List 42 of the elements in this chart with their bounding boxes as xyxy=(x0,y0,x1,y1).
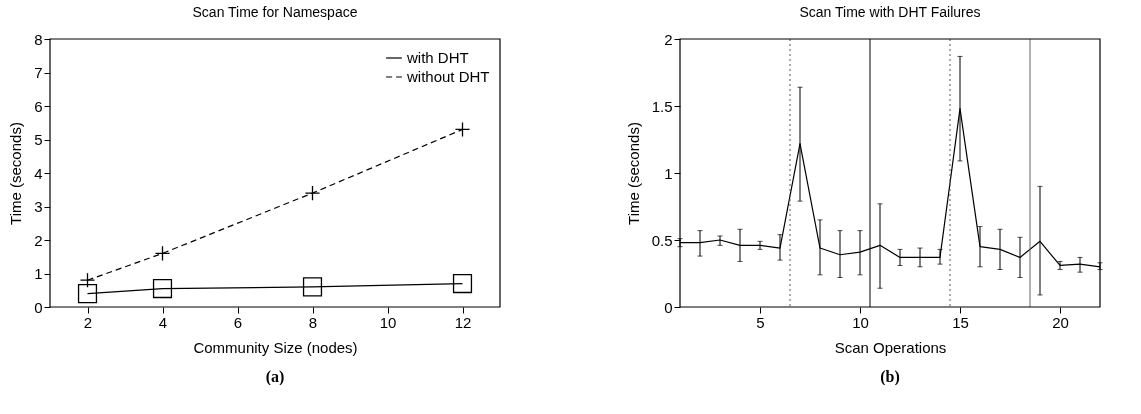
x-tick-label: 6 xyxy=(233,313,243,331)
y-tick-label: 0 xyxy=(34,298,43,316)
point xyxy=(154,245,171,262)
x-axis-title: Scan Operations xyxy=(834,338,947,356)
legend-label: without DHT xyxy=(406,68,490,85)
x-tick-label: 5 xyxy=(756,313,765,331)
y-tick-label: 0.5 xyxy=(651,231,673,249)
point xyxy=(302,277,323,297)
point xyxy=(454,121,471,138)
y-tick-label: 1 xyxy=(34,265,43,282)
text: (a) xyxy=(265,368,285,386)
chart-title: Scan Time with DHT Failures xyxy=(799,4,981,20)
chart-title: Scan Time for Namespace xyxy=(192,4,358,20)
point xyxy=(79,272,96,288)
point xyxy=(452,273,473,294)
point xyxy=(152,278,173,299)
point xyxy=(77,284,98,304)
x-tick-label: 12 xyxy=(454,313,472,331)
y-tick-label: 1.5 xyxy=(651,97,673,115)
x-tick-label: 4 xyxy=(158,313,168,331)
point xyxy=(304,185,321,201)
y-tick-label: 6 xyxy=(34,97,43,115)
y-tick-label: 2 xyxy=(34,231,43,249)
text: (b) xyxy=(880,368,900,386)
legend-label: with DHT xyxy=(406,49,469,66)
y-tick-label: 4 xyxy=(34,164,43,182)
y-tick-label: 0 xyxy=(664,298,673,316)
y-tick-label: 5 xyxy=(34,131,43,148)
y-tick-label: 8 xyxy=(34,30,43,48)
x-tick-label: 2 xyxy=(83,313,93,331)
y-tick-label: 2 xyxy=(664,30,673,48)
x-tick-label: 10 xyxy=(379,313,397,331)
x-tick-label: 20 xyxy=(1052,313,1069,331)
y-tick-label: 7 xyxy=(34,64,43,81)
y-tick-label: 3 xyxy=(34,198,43,215)
x-tick-label: 8 xyxy=(308,313,318,331)
x-tick-label: 10 xyxy=(852,313,869,331)
y-axis-title: Time (seconds) xyxy=(624,122,642,225)
x-axis-title: Community Size (nodes) xyxy=(193,338,358,356)
y-axis-title: Time (seconds) xyxy=(7,122,25,225)
x-tick-label: 15 xyxy=(952,313,969,331)
y-tick-label: 1 xyxy=(664,164,673,182)
